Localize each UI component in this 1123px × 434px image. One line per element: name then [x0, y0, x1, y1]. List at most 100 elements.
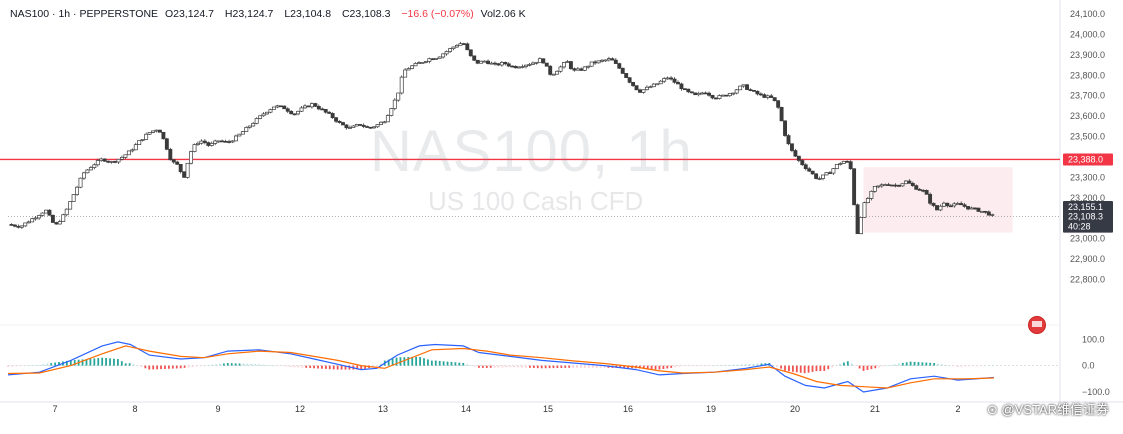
macd-histogram-bar	[364, 365, 367, 369]
candle-body	[230, 140, 235, 143]
source-credit: ⊙ @VSTAR维信证券	[986, 402, 1109, 417]
macd-histogram-bar	[513, 365, 516, 368]
macd-histogram-bar	[140, 365, 143, 367]
candle-body	[9, 224, 14, 226]
macd-histogram-bar	[211, 364, 213, 366]
macd-histogram-bar	[215, 364, 217, 366]
candle-body	[61, 214, 66, 222]
macd-histogram-bar	[568, 365, 571, 368]
macd-histogram-bar	[168, 365, 170, 369]
macd-histogram-bar	[968, 365, 971, 367]
candle-body	[548, 65, 553, 75]
candle-body	[945, 202, 950, 207]
candle-body	[44, 209, 48, 214]
macd-histogram-bar	[846, 361, 849, 366]
macd-histogram-bar	[164, 365, 166, 369]
flag-icon[interactable]	[1028, 316, 1046, 334]
candle-body	[976, 207, 981, 212]
candle-body	[959, 203, 964, 206]
macd-histogram-bar	[124, 363, 127, 366]
macd-histogram-bar	[670, 365, 673, 368]
candle-body	[973, 207, 977, 210]
candle-body	[330, 113, 335, 119]
candle-body	[803, 164, 808, 170]
candle-body	[579, 68, 584, 71]
macd-histogram-bar	[481, 365, 484, 368]
macd-histogram-bar	[862, 365, 865, 371]
macd-histogram-bar	[234, 363, 237, 366]
macd-histogram-bar	[894, 364, 896, 366]
macd-histogram-bar	[548, 365, 551, 369]
candle-body	[572, 68, 577, 71]
candle-body	[986, 211, 991, 216]
macd-histogram-bar	[250, 363, 253, 366]
macd-histogram-bar	[654, 365, 657, 370]
macd-histogram-bar	[532, 365, 535, 368]
macd-histogram-bar	[650, 365, 653, 370]
macd-histogram-bar	[160, 365, 162, 370]
macd-histogram-bar	[485, 365, 488, 368]
macd-histogram-bar	[874, 365, 877, 369]
macd-histogram-bar	[207, 365, 210, 366]
macd-histogram-bar	[576, 365, 578, 368]
macd-histogram-bar	[11, 365, 13, 367]
candle-body	[606, 58, 611, 61]
price-tick-label: 23,200.0	[1070, 193, 1105, 203]
macd-histogram-bar	[336, 365, 339, 370]
candle-body	[714, 97, 718, 100]
candle-body	[689, 91, 694, 94]
candle-body	[178, 163, 183, 173]
price-tick-label: 23,700.0	[1070, 91, 1105, 101]
candle-body	[534, 61, 539, 64]
macd-histogram-bar	[116, 359, 119, 366]
candle-body	[299, 107, 304, 112]
candle-body	[758, 93, 763, 96]
macd-histogram-bar	[713, 365, 716, 367]
macd-histogram-bar	[784, 365, 786, 371]
candle-body	[786, 135, 791, 145]
last-price-label-countdown: 40:28	[1068, 222, 1091, 232]
macd-histogram-bar	[529, 365, 531, 368]
candle-body	[244, 127, 249, 132]
macd-histogram-bar	[344, 365, 347, 370]
macd-histogram-bar	[964, 365, 967, 367]
macd-histogram-bar	[658, 365, 661, 370]
macd-histogram-bar	[619, 365, 622, 369]
macd-histogram-bar	[913, 361, 916, 366]
candle-body	[126, 150, 131, 156]
macd-histogram-bar	[309, 365, 312, 369]
signal-line	[7, 345, 994, 389]
macd-histogram-bar	[297, 365, 300, 368]
macd-histogram-bar	[705, 365, 708, 367]
candle-body	[57, 221, 62, 225]
candle-body	[897, 185, 901, 187]
macd-histogram-bar	[128, 363, 131, 366]
reference-price-label: 23,155.1	[1068, 202, 1103, 212]
candle-body	[161, 131, 166, 140]
candle-body	[852, 168, 857, 206]
macd-histogram-bar	[686, 365, 688, 367]
macd-histogram-bar	[395, 357, 398, 366]
candle-body	[700, 92, 705, 95]
macd-histogram-bar	[937, 363, 939, 366]
candle-body	[817, 178, 822, 180]
candle-body	[85, 169, 90, 174]
macd-histogram-bar	[427, 359, 429, 366]
macd-histogram-bar	[917, 362, 920, 366]
candle-body	[109, 161, 114, 163]
legend-symbol: NAS100 · 1h · PEPPERSTONE	[10, 8, 159, 20]
candle-body	[410, 65, 415, 69]
candle-body	[503, 61, 508, 65]
macd-histogram-bar	[972, 365, 975, 367]
candle-body	[334, 117, 339, 122]
price-tick-label: 22,900.0	[1070, 254, 1105, 264]
macd-histogram-bar	[148, 365, 151, 370]
price-tick-label: 23,000.0	[1070, 234, 1105, 244]
price-tick-label: 24,100.0	[1070, 9, 1105, 19]
legend-open: O23,124.7	[164, 8, 214, 20]
candle-body	[789, 143, 794, 151]
candle-body	[95, 160, 100, 166]
macd-histogram-bar	[7, 365, 9, 367]
candle-body	[886, 184, 891, 186]
